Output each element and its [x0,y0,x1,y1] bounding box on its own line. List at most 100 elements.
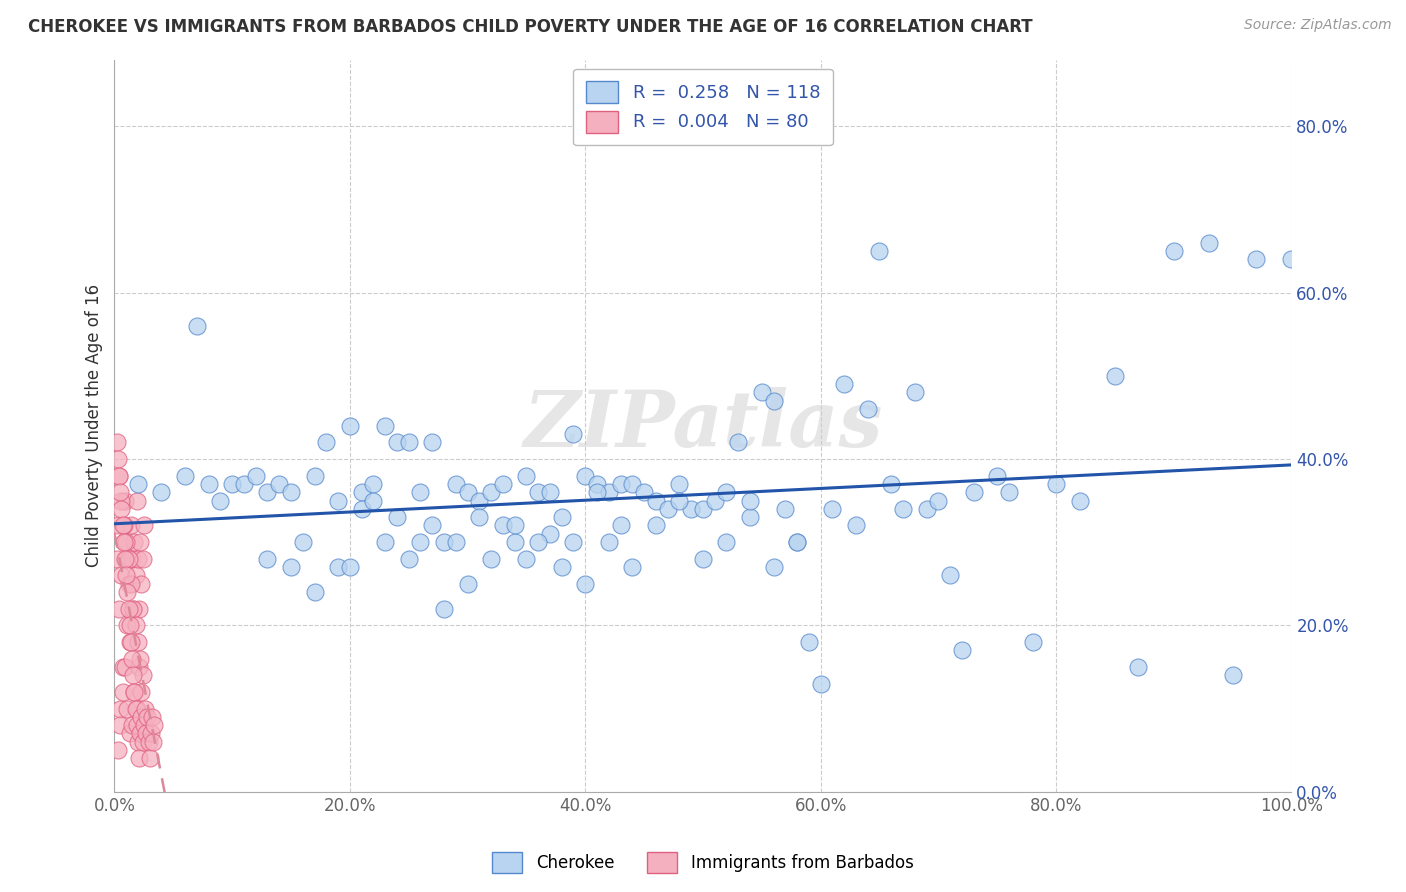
Point [128,660,150,674]
Point [350,485,373,500]
Text: CHEROKEE VS IMMIGRANTS FROM BARBADOS CHILD POVERTY UNDER THE AGE OF 16 CORRELATI: CHEROKEE VS IMMIGRANTS FROM BARBADOS CHI… [28,18,1033,36]
Point [150,485,173,500]
Point [131,735,153,749]
Point [121,718,143,732]
Point [1045,476,1067,491]
Point [112,535,135,549]
Point [115,551,138,566]
Point [110,493,132,508]
Point [374,418,396,433]
Point [139,726,162,740]
Point [117,551,139,566]
Point [869,244,891,258]
Point [550,560,572,574]
Point [703,493,725,508]
Point [880,476,903,491]
Point [398,551,420,566]
Point [197,476,219,491]
Point [115,568,138,582]
Point [131,685,153,699]
Point [527,535,550,549]
Point [138,735,160,749]
Point [132,518,155,533]
Text: Source: ZipAtlas.com: Source: ZipAtlas.com [1244,18,1392,32]
Point [633,485,655,500]
Point [128,601,150,615]
Point [118,726,141,740]
Point [433,601,456,615]
Point [409,485,432,500]
Point [111,518,134,533]
Point [110,718,132,732]
Point [124,618,146,632]
Point [468,510,491,524]
Point [124,685,146,699]
Point [562,535,585,549]
Point [118,635,141,649]
Point [107,451,129,466]
Point [245,468,267,483]
Point [492,518,515,533]
Point [120,576,142,591]
Point [110,701,132,715]
Point [129,726,152,740]
Point [128,751,150,765]
Point [110,568,132,582]
Point [1104,368,1126,383]
Point [120,635,142,649]
Point [1281,252,1303,267]
Point [280,560,302,574]
Point [107,743,129,757]
Point [117,576,139,591]
Point [904,385,927,400]
Point [738,493,761,508]
Point [915,501,938,516]
Point [108,468,131,483]
Point [131,576,153,591]
Point [124,568,146,582]
Point [716,485,738,500]
Point [609,518,631,533]
Point [433,535,456,549]
Point [692,551,714,566]
Point [538,485,561,500]
Point [681,501,703,516]
Point [586,485,609,500]
Point [939,568,962,582]
Point [112,518,135,533]
Point [138,751,160,765]
Point [111,685,134,699]
Point [186,318,208,333]
Point [326,560,349,574]
Point [132,718,155,732]
Point [350,501,373,516]
Point [127,551,149,566]
Point [374,535,396,549]
Point [132,718,155,732]
Point [339,418,361,433]
Point [117,618,139,632]
Point [385,435,408,450]
Point [503,518,526,533]
Point [998,485,1021,500]
Point [117,701,139,715]
Point [550,510,572,524]
Point [621,560,644,574]
Point [420,435,443,450]
Point [134,701,156,715]
Point [107,518,129,533]
Point [821,501,844,516]
Y-axis label: Child Poverty Under the Age of 16: Child Poverty Under the Age of 16 [86,284,103,567]
Legend: R =  0.258   N = 118, R =  0.004   N = 80: R = 0.258 N = 118, R = 0.004 N = 80 [574,69,832,145]
Point [124,701,146,715]
Point [668,476,690,491]
Point [114,660,136,674]
Point [716,535,738,549]
Point [122,668,145,682]
Point [143,718,166,732]
Point [110,485,132,500]
Point [927,493,949,508]
Point [738,510,761,524]
Point [479,485,502,500]
Point [1021,635,1043,649]
